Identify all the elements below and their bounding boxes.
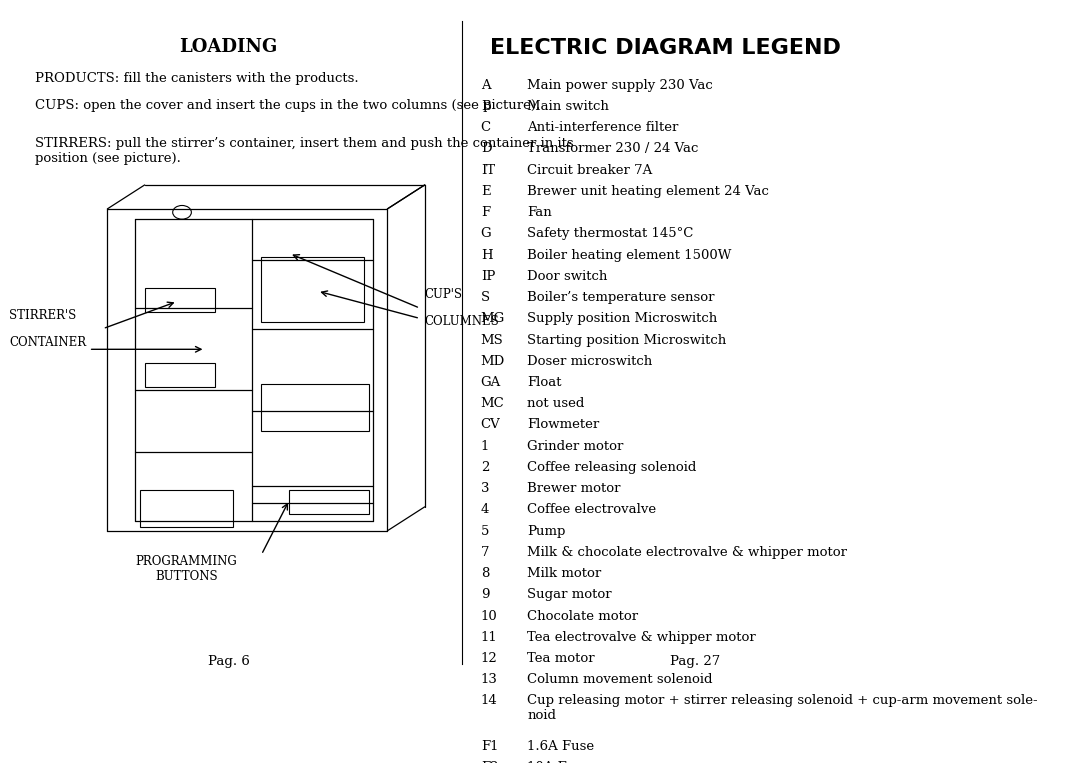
Text: MD: MD <box>481 355 505 368</box>
Text: H: H <box>481 249 492 262</box>
Text: Transformer 230 / 24 Vac: Transformer 230 / 24 Vac <box>527 143 699 156</box>
Text: Pag. 6: Pag. 6 <box>207 655 249 668</box>
Text: Milk motor: Milk motor <box>527 567 602 580</box>
Text: Tea motor: Tea motor <box>527 652 595 665</box>
Text: F2: F2 <box>481 761 498 763</box>
Text: 7: 7 <box>481 546 489 559</box>
Text: 1: 1 <box>481 439 489 452</box>
Text: LOADING: LOADING <box>179 37 278 56</box>
Text: PRODUCTS: fill the canisters with the products.: PRODUCTS: fill the canisters with the pr… <box>36 72 359 85</box>
Text: STIRRERS: pull the stirrer’s container, insert them and push the container in it: STIRRERS: pull the stirrer’s container, … <box>36 137 575 165</box>
Text: S: S <box>481 291 490 304</box>
Text: F: F <box>481 206 490 219</box>
Text: 1.6A Fuse: 1.6A Fuse <box>527 739 594 752</box>
Text: Chocolate motor: Chocolate motor <box>527 610 638 623</box>
Text: MC: MC <box>481 398 504 410</box>
Text: 9: 9 <box>481 588 489 601</box>
Text: BUTTONS: BUTTONS <box>156 570 218 583</box>
Text: 3: 3 <box>481 482 489 495</box>
Text: Coffee electrovalve: Coffee electrovalve <box>527 504 657 517</box>
Text: Cup releasing motor + stirrer releasing solenoid + cup-arm movement sole-
noid: Cup releasing motor + stirrer releasing … <box>527 694 1038 723</box>
Text: 12: 12 <box>481 652 498 665</box>
Text: 4: 4 <box>481 504 489 517</box>
Text: E: E <box>481 185 490 198</box>
Text: C: C <box>481 121 491 134</box>
Text: Boiler heating element 1500W: Boiler heating element 1500W <box>527 249 732 262</box>
Text: MS: MS <box>481 333 503 346</box>
Text: Pump: Pump <box>527 525 566 538</box>
Text: Column movement solenoid: Column movement solenoid <box>527 673 713 686</box>
Text: Door switch: Door switch <box>527 270 608 283</box>
Text: 13: 13 <box>481 673 498 686</box>
Text: CV: CV <box>481 418 500 431</box>
Text: B: B <box>481 100 490 113</box>
Text: Anti-interference filter: Anti-interference filter <box>527 121 679 134</box>
Text: Starting position Microswitch: Starting position Microswitch <box>527 333 727 346</box>
Text: Tea electrovalve & whipper motor: Tea electrovalve & whipper motor <box>527 631 756 644</box>
Text: Coffee releasing solenoid: Coffee releasing solenoid <box>527 461 697 474</box>
Text: STIRRER'S: STIRRER'S <box>10 309 77 322</box>
Text: CUPS: open the cover and insert the cups in the two columns (see picture).: CUPS: open the cover and insert the cups… <box>36 99 541 112</box>
Text: 8: 8 <box>481 567 489 580</box>
Text: PROGRAMMING: PROGRAMMING <box>136 555 238 568</box>
Text: CUP'S: CUP'S <box>424 288 462 301</box>
Text: COLUMNES: COLUMNES <box>424 315 499 328</box>
Text: ELECTRIC DIAGRAM LEGEND: ELECTRIC DIAGRAM LEGEND <box>490 37 841 58</box>
Text: Grinder motor: Grinder motor <box>527 439 624 452</box>
Text: IP: IP <box>481 270 495 283</box>
Text: F1: F1 <box>481 739 498 752</box>
Text: 10A Fuse: 10A Fuse <box>527 761 590 763</box>
Text: Supply position Microswitch: Supply position Microswitch <box>527 312 718 325</box>
Text: Boiler’s temperature sensor: Boiler’s temperature sensor <box>527 291 715 304</box>
Text: CONTAINER: CONTAINER <box>10 336 86 349</box>
Text: Fan: Fan <box>527 206 552 219</box>
Text: 5: 5 <box>481 525 489 538</box>
Text: Safety thermostat 145°C: Safety thermostat 145°C <box>527 227 693 240</box>
Text: IT: IT <box>481 164 495 177</box>
Text: Main power supply 230 Vac: Main power supply 230 Vac <box>527 79 713 92</box>
Text: 10: 10 <box>481 610 498 623</box>
Text: Milk & chocolate electrovalve & whipper motor: Milk & chocolate electrovalve & whipper … <box>527 546 848 559</box>
Text: Doser microswitch: Doser microswitch <box>527 355 652 368</box>
Text: Main switch: Main switch <box>527 100 609 113</box>
Text: GA: GA <box>481 376 501 389</box>
Text: not used: not used <box>527 398 584 410</box>
Text: G: G <box>481 227 491 240</box>
Text: Brewer unit heating element 24 Vac: Brewer unit heating element 24 Vac <box>527 185 769 198</box>
Text: Circuit breaker 7A: Circuit breaker 7A <box>527 164 652 177</box>
Text: Sugar motor: Sugar motor <box>527 588 612 601</box>
Text: MG: MG <box>481 312 505 325</box>
Text: 2: 2 <box>481 461 489 474</box>
Text: Brewer motor: Brewer motor <box>527 482 621 495</box>
Text: 11: 11 <box>481 631 498 644</box>
Text: Flowmeter: Flowmeter <box>527 418 599 431</box>
Text: A: A <box>481 79 490 92</box>
Text: D: D <box>481 143 491 156</box>
Text: 14: 14 <box>481 694 498 707</box>
Text: Float: Float <box>527 376 562 389</box>
Text: Pag. 27: Pag. 27 <box>671 655 720 668</box>
